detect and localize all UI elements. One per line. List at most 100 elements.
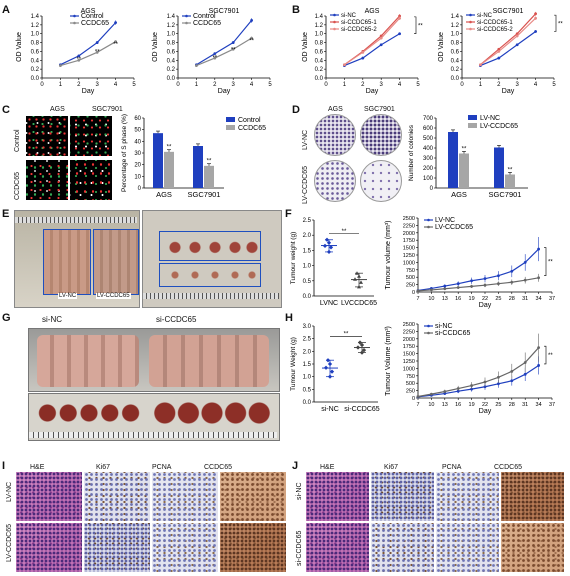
y-axis-label: Tumour volume (mm³) <box>385 221 392 290</box>
ihc-image-1-2 <box>152 523 218 572</box>
legend-marker <box>333 20 336 24</box>
ihc-image-1-3 <box>501 523 564 572</box>
y-tick-label: 0.4 <box>31 58 40 64</box>
y-tick-label: 1500 <box>403 352 415 358</box>
colony-plate-lvnc-sgc7901 <box>360 114 402 156</box>
x-axis-label: Day <box>479 302 492 309</box>
ihc-image-0-3 <box>220 472 286 521</box>
ihc-image-0-2 <box>436 472 499 521</box>
y-tick-label: 0.8 <box>31 41 40 47</box>
x-tick-label: 3 <box>516 82 520 88</box>
chart-title: SGC7901 <box>209 8 240 15</box>
j-col-pcna: PCNA <box>442 464 462 471</box>
data-point <box>483 380 487 384</box>
y-axis-label: OD Value <box>438 32 445 62</box>
x-tick-label: 0 <box>176 82 180 88</box>
ihc-image-0-0 <box>16 472 82 521</box>
y-tick-label: 1.4 <box>451 14 460 20</box>
significance-marker: ** <box>167 145 172 151</box>
y-tick-label: 600 <box>423 126 434 132</box>
chart-b-sgc7901: SGC7901 0.0 0.2 0.4 0.6 0.8 1.0 1.2 1.4 0 1 2 3 4 5 Day… <box>438 8 563 95</box>
data-point <box>515 43 519 47</box>
significance-marker: ** <box>548 260 553 266</box>
flow-image-control-ags <box>26 116 68 156</box>
x-tick-label: 19 <box>469 402 475 408</box>
significance-marker: ** <box>462 146 467 152</box>
e-tag-lv-ccdc65: LV-CCDC65 <box>96 293 131 299</box>
significance-marker: ** <box>95 50 100 56</box>
ihc-image-1-0 <box>306 523 369 572</box>
significance-marker: ** <box>76 57 81 63</box>
y-tick-label: 0.5 <box>303 387 312 393</box>
series-line-2 <box>196 37 252 67</box>
data-point <box>456 282 460 286</box>
category-label: AGS <box>156 190 172 199</box>
significance-marker: ** <box>342 229 347 235</box>
significance-marker: ** <box>113 42 118 48</box>
legend-label: Control <box>81 13 104 20</box>
significance-marker: ** <box>418 23 423 29</box>
data-point <box>326 249 332 255</box>
data-point <box>329 369 335 374</box>
legend-label: si-NC <box>477 13 493 19</box>
ruler <box>29 432 277 438</box>
x-tick-label: 3 <box>232 82 236 88</box>
data-point <box>250 36 253 40</box>
panel-label-a: A <box>2 4 10 16</box>
legend-label: CCDC65 <box>81 20 109 27</box>
x-tick-label: 0 <box>460 82 464 88</box>
y-axis-label: Tumour Volume (mm³) <box>385 326 392 396</box>
x-tick-label: 5 <box>552 82 556 88</box>
data-point <box>510 280 514 284</box>
y-tick-label: 0.6 <box>451 49 460 55</box>
x-tick-label: 13 <box>442 296 448 302</box>
y-axis-label: Tumour Weight (g) <box>290 337 297 391</box>
series-line-2 <box>60 41 116 67</box>
y-tick-label: 1750 <box>403 238 415 244</box>
legend-marker <box>427 225 430 229</box>
x-axis-label: Day <box>502 88 515 95</box>
data-point <box>416 395 420 398</box>
legend-marker <box>185 21 188 25</box>
x-tick-label: 28 <box>509 296 515 302</box>
category-label: AGS <box>451 190 467 199</box>
tumour-box-bottom <box>159 263 261 287</box>
series-line-1 <box>344 33 400 67</box>
data-point <box>398 32 401 36</box>
bar <box>505 174 515 188</box>
j-col-he: H&E <box>320 464 335 471</box>
y-tick-label: 0.2 <box>167 67 176 73</box>
y-tick-label: 400 <box>423 146 434 152</box>
y-tick-label: 0 <box>412 290 415 296</box>
y-tick-label: 1.5 <box>303 248 312 254</box>
y-tick-label: 500 <box>406 275 415 281</box>
legend-label: Control <box>238 117 261 124</box>
j-row-si-ccdc65: si-CCDC65 <box>296 530 303 566</box>
y-tick-label: 1.4 <box>315 14 324 20</box>
colony-plate-lvccdc65-sgc7901 <box>360 160 402 202</box>
legend-label: LV-NC <box>480 115 500 122</box>
y-tick-label: 2.0 <box>303 233 312 239</box>
y-tick-label: 0.0 <box>315 76 324 82</box>
x-tick-label: 25 <box>495 296 501 302</box>
i-row-lv-nc: LV-NC <box>6 481 13 502</box>
data-point <box>114 21 117 25</box>
panel-label-j: J <box>292 460 299 472</box>
data-point <box>534 12 537 16</box>
d-row-lv-nc: LV-NC <box>302 129 309 150</box>
data-point <box>523 278 527 282</box>
series-line-3 <box>344 17 401 66</box>
j-row-si-nc: si-NC <box>296 482 303 501</box>
tumour-photo-g <box>28 393 280 441</box>
y-tick-label: 60 <box>134 116 141 122</box>
data-point <box>59 64 62 67</box>
data-point <box>114 40 117 44</box>
tumour-photo-e <box>142 210 282 308</box>
data-point <box>456 389 460 393</box>
y-tick-label: 0.4 <box>451 58 460 64</box>
ihc-image-1-2 <box>436 523 499 572</box>
x-tick-label: 7 <box>416 296 419 302</box>
data-point <box>77 54 81 58</box>
mice-photo-g <box>28 328 280 392</box>
bar <box>193 146 203 188</box>
